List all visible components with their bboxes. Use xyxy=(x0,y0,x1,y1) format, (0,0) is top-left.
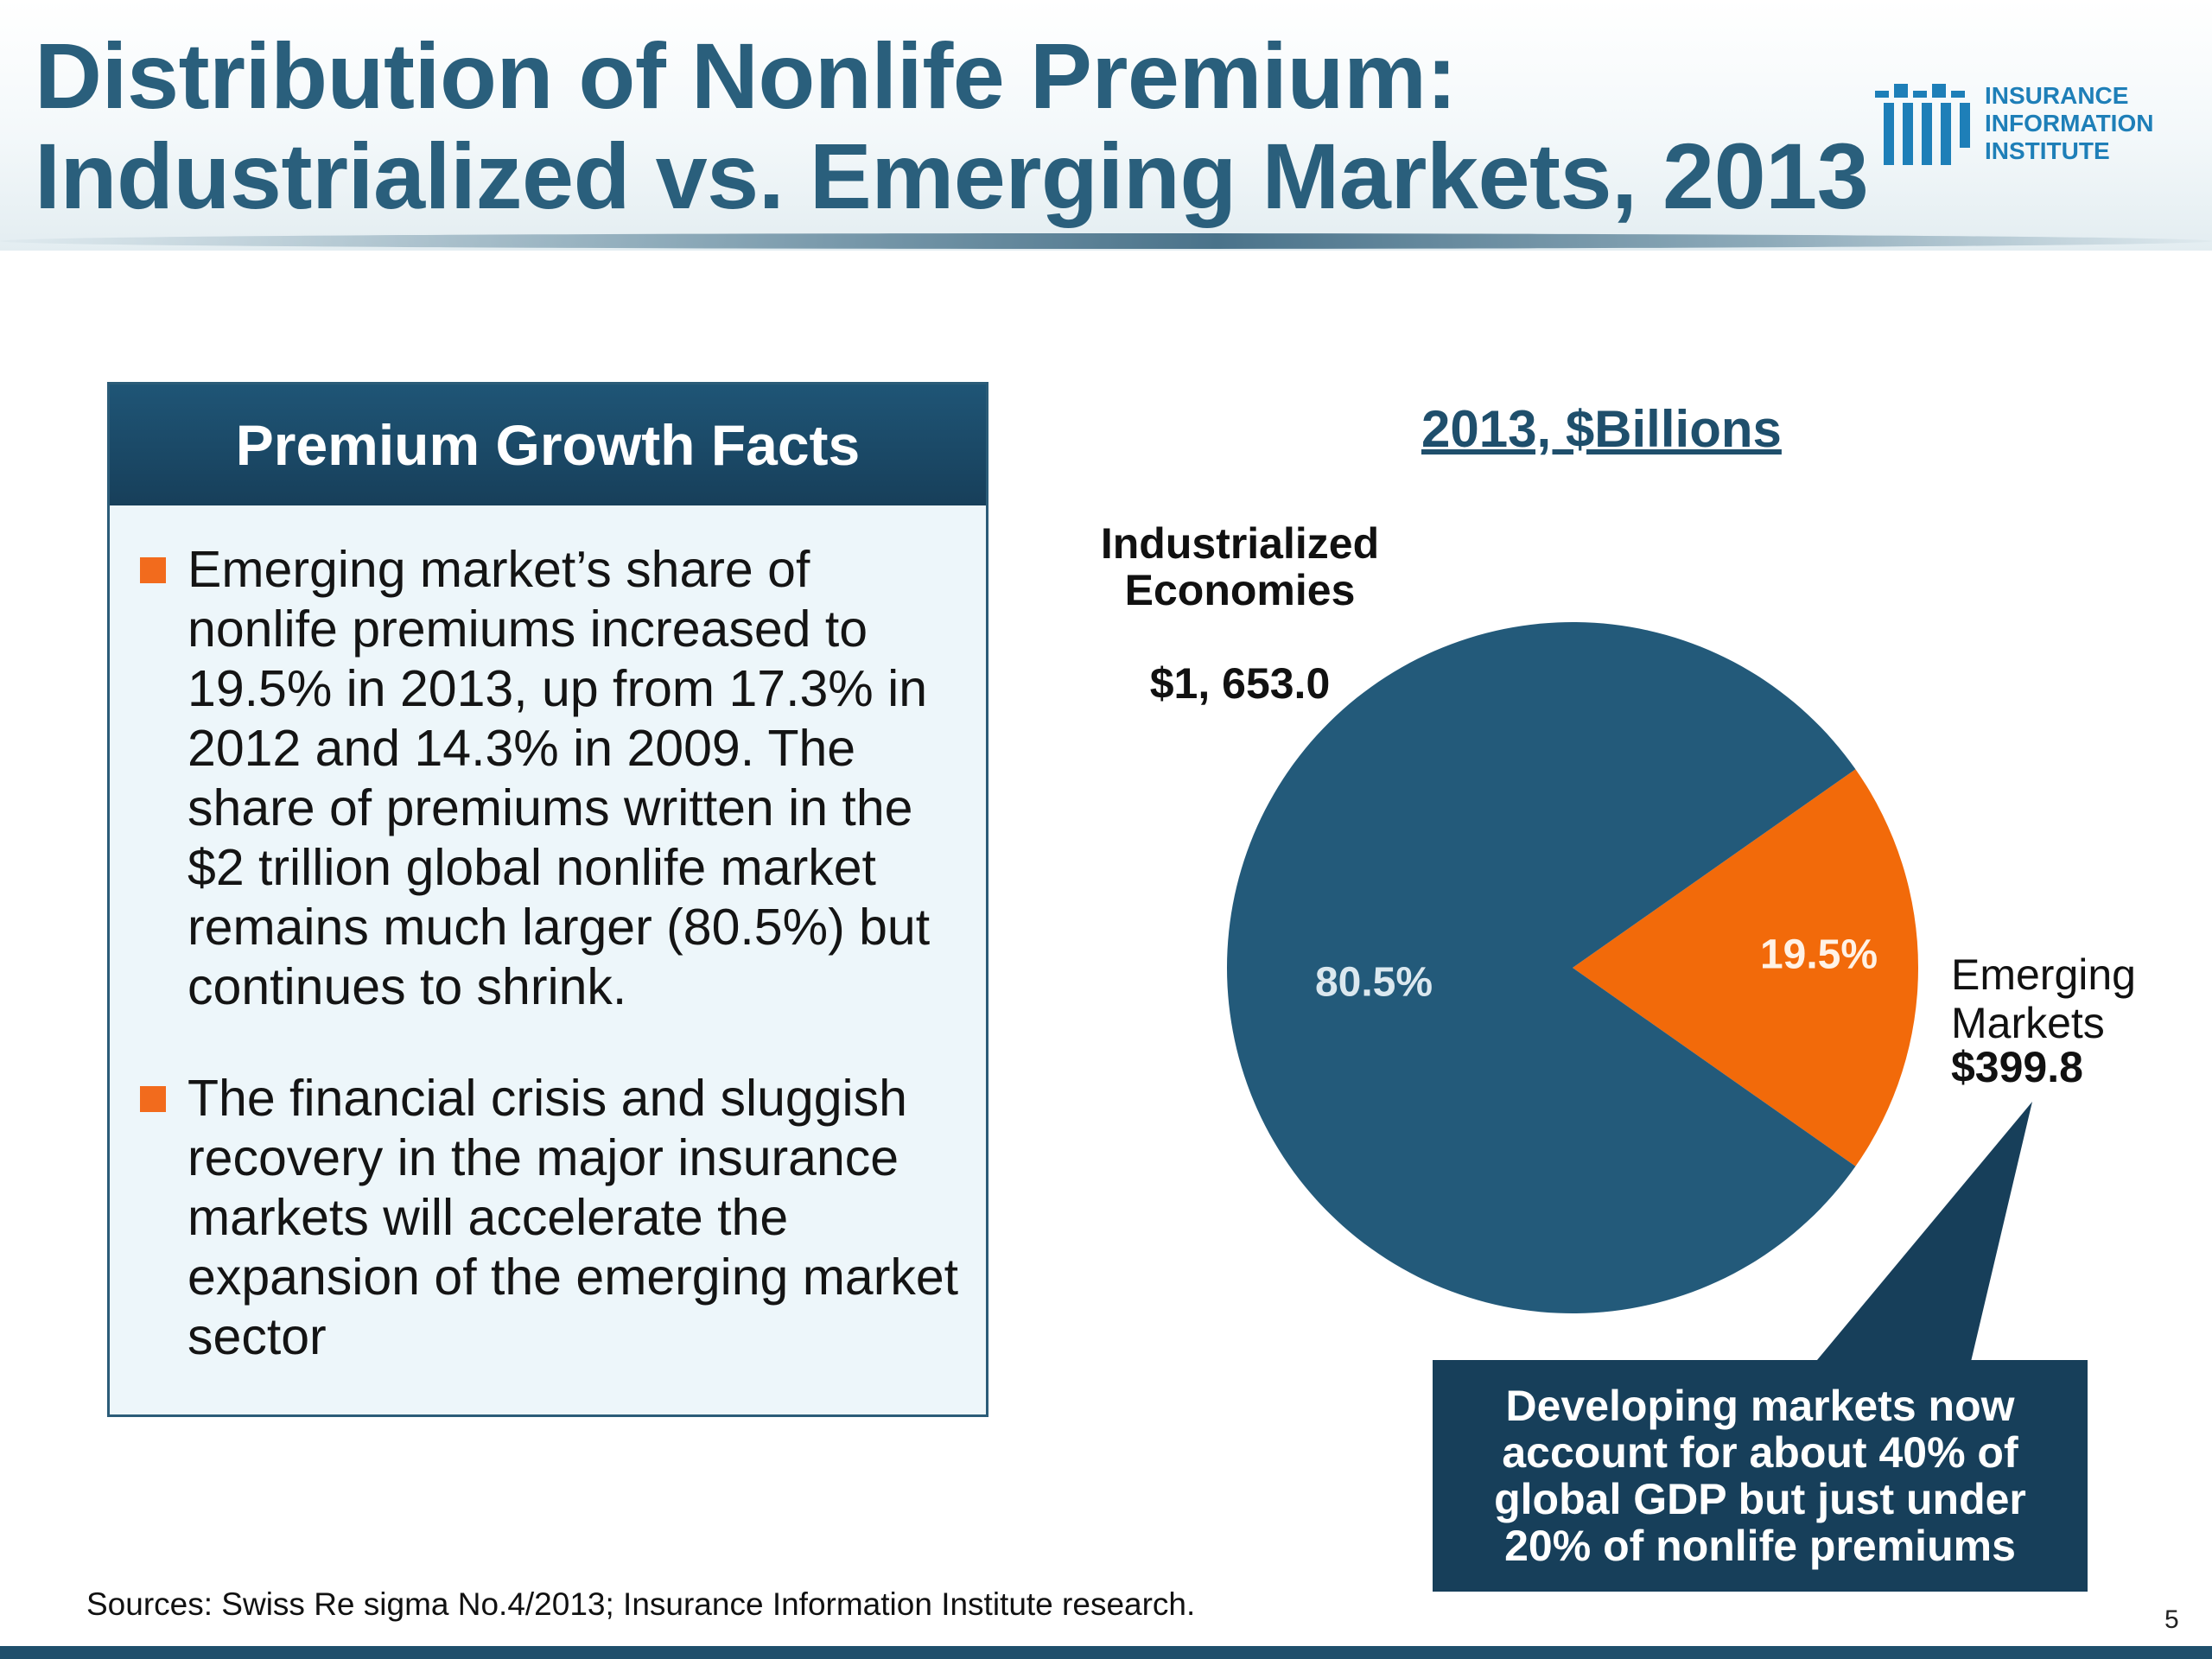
title-divider xyxy=(0,233,2212,249)
fact-item: The financial crisis and sluggish recove… xyxy=(110,1069,986,1367)
orange-square-bullet-icon xyxy=(140,1086,166,1112)
title-line-1: Distribution of Nonlife Premium: xyxy=(35,23,1457,128)
pie-slice-emerging xyxy=(1573,769,1918,1166)
industrialized-value: $1, 653.0 xyxy=(1149,659,1331,708)
logo-text: INSURANCE INFORMATION INSTITUTE xyxy=(1985,82,2154,164)
bottom-divider xyxy=(0,1646,2212,1659)
orange-square-bullet-icon xyxy=(140,557,166,583)
sources-note: Sources: Swiss Re sigma No.4/2013; Insur… xyxy=(86,1586,1196,1622)
iii-logo: INSURANCE INFORMATION INSTITUTE xyxy=(1875,82,2186,168)
facts-list: Emerging market’s share of nonlife premi… xyxy=(110,540,986,1367)
callout-box: Developing markets now account for about… xyxy=(1433,1360,2088,1592)
title-line-2: Industrialized vs. Emerging Markets, 201… xyxy=(35,124,1869,228)
percent-label-industrialized: 80.5% xyxy=(1315,960,1433,1006)
chart-title: 2013, $Billions xyxy=(1421,400,1782,458)
premium-growth-facts-panel: Premium Growth Facts Emerging market’s s… xyxy=(107,382,988,1417)
iii-logo-mark-icon xyxy=(1875,84,1970,165)
page-title: Distribution of Nonlife Premium: Industr… xyxy=(35,23,1869,228)
fact-text: Emerging market’s share of nonlife premi… xyxy=(188,541,931,1015)
pie-slice-industrialized xyxy=(1227,621,1856,1313)
emerging-value: $399.8 xyxy=(1951,1043,2083,1091)
percent-label-emerging: 19.5% xyxy=(1760,932,1878,978)
fact-item: Emerging market’s share of nonlife premi… xyxy=(110,540,986,1017)
facts-heading: Premium Growth Facts xyxy=(110,385,986,505)
fact-text: The financial crisis and sluggish recove… xyxy=(188,1070,959,1365)
industrialized-label: Industrialized Economies xyxy=(1100,519,1380,614)
page-number: 5 xyxy=(2164,1605,2179,1634)
emerging-label: Emerging Markets xyxy=(1951,950,2136,1047)
title-band xyxy=(0,0,2212,251)
pie-chart: 19.5% 80.5% xyxy=(1227,621,1918,1313)
